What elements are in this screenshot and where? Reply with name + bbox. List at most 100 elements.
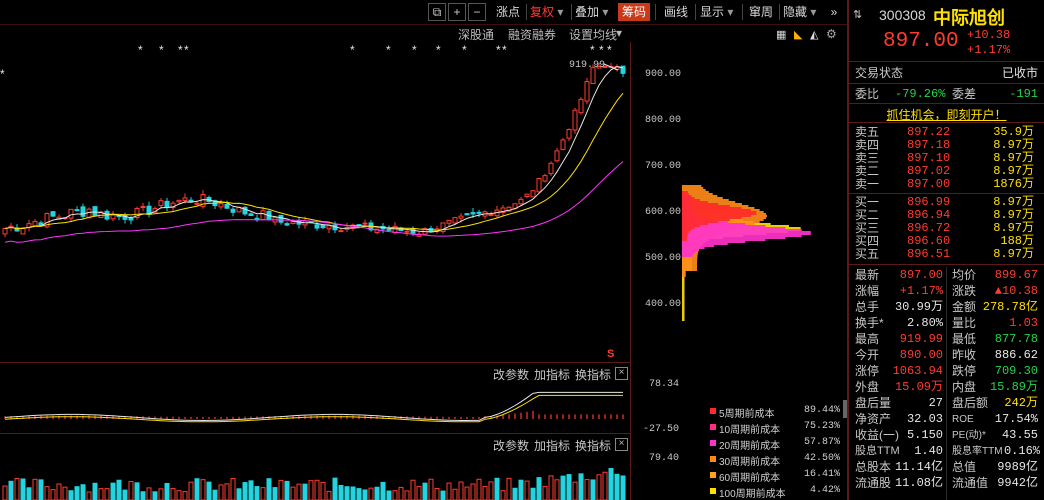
stat-label: ROE <box>952 414 974 425</box>
volume-bar <box>122 489 128 500</box>
fuquan-button[interactable]: 复权 ▾ <box>530 3 570 21</box>
candle-body <box>590 67 596 85</box>
stat-value: 43.55 <box>1001 428 1038 442</box>
chip-bar <box>682 239 766 241</box>
xianshi-button[interactable]: 显示 ▾ <box>700 3 740 21</box>
volume-bar <box>92 482 98 500</box>
ind2-switch-button[interactable]: 换指标 <box>575 439 612 453</box>
yaxis-label: 900.00 <box>645 69 681 80</box>
stat-label: 净资产 <box>855 412 892 426</box>
chuanzhou-button[interactable]: 窜周 <box>748 5 773 19</box>
open-account-banner[interactable]: 抓住机会，即刻开户！ <box>886 108 1007 122</box>
candle-body <box>248 213 254 217</box>
rongzirongquan-link[interactable]: 融资融券 <box>508 28 557 42</box>
ind1-switch-button[interactable]: 换指标 <box>575 368 612 382</box>
chip-bar <box>682 281 685 283</box>
legend-label: 30周期前成本 <box>719 457 781 468</box>
ind2-param-button[interactable]: 改参数 <box>493 439 530 453</box>
candle-body <box>518 198 524 205</box>
chip-bar <box>682 189 706 191</box>
bid-label: 买二 <box>855 208 880 222</box>
volume-bar <box>230 477 236 500</box>
ask-price: 897.02 <box>907 164 951 178</box>
chip-mode-icon[interactable]: ◭ <box>810 29 819 41</box>
volume-bar <box>578 473 584 500</box>
candle-body <box>554 150 560 162</box>
close-icon[interactable]: × <box>615 438 628 451</box>
volume-bar <box>404 490 410 500</box>
chip-calc-icon[interactable]: ▦ <box>776 29 787 41</box>
shengutong-link[interactable]: 深股通 <box>458 28 495 42</box>
volume-bar <box>566 474 572 500</box>
chip-bar <box>682 191 709 193</box>
volume-bar <box>398 486 404 500</box>
ask-label: 卖四 <box>855 138 880 152</box>
zoom-in-button[interactable]: + <box>448 3 466 21</box>
chip-cursor-icon[interactable]: ◣ <box>794 29 803 41</box>
stats-grid: 最新 897.00 均价 899.67 涨幅 +1.17% 涨跌 ▲10.38 … <box>849 267 1044 500</box>
yincang-button[interactable]: 隐藏 ▾ <box>783 3 823 21</box>
huaxian-button[interactable]: 画线 <box>663 5 688 19</box>
candle-body <box>542 175 548 182</box>
chouma-button[interactable]: 筹码 <box>618 3 650 21</box>
candle-body <box>140 206 146 209</box>
zoom-out-button[interactable]: − <box>468 3 486 21</box>
legend-swatch <box>710 456 716 462</box>
chip-bar <box>682 187 704 189</box>
back-arrow-icon[interactable]: ⇅ <box>853 9 863 21</box>
legend-label: 5周期前成本 <box>719 409 775 420</box>
chip-bar <box>682 279 685 281</box>
collapse-icon[interactable]: » <box>830 5 838 19</box>
chip-bar <box>682 197 723 199</box>
ma-settings-link[interactable]: 设置均线 <box>569 28 618 42</box>
stat-label: 股息率TTM <box>952 446 1003 457</box>
stat-value: 30.99万 <box>894 300 943 314</box>
candle-body <box>410 228 416 234</box>
stat-value: 9942亿 <box>997 476 1038 490</box>
volume-bar <box>182 491 188 500</box>
chip-tools: ▦ ◣ ◭ ⚙ <box>776 27 837 42</box>
ind1-ymin: -27.50 <box>643 424 679 435</box>
chart-area[interactable]: ⧉ + − 涨点 复权 ▾ 叠加 ▾ 筹码 画线 显示 ▾ 窜周 隐藏 ▾ » <box>0 0 847 500</box>
ind1-param-button[interactable]: 改参数 <box>493 368 530 382</box>
candlestick-chart[interactable]: * * * * * * * * * * * * * ** 919.99 S <box>0 42 630 362</box>
ind2-ymax: 79.40 <box>649 453 679 464</box>
chip-bar <box>682 269 698 271</box>
status-value: 已收市 <box>1001 66 1038 80</box>
volume-bar <box>32 478 38 500</box>
legend-swatch <box>710 424 716 430</box>
stat-value: 897.00 <box>899 268 943 282</box>
yaxis-label: 600.00 <box>645 207 681 218</box>
ma-line-white <box>4 66 624 233</box>
ind1-line-white <box>4 391 623 422</box>
chevron-down-icon: ▾ <box>602 5 609 19</box>
candle-body <box>476 211 482 214</box>
volume-bar <box>332 477 338 500</box>
candle-body <box>320 224 326 229</box>
bid-volume: 188万 <box>1000 234 1034 248</box>
xianshi-label: 显示 <box>700 5 725 19</box>
close-icon[interactable]: × <box>615 367 628 380</box>
legend-row: 10周期前成本 75.23% <box>706 420 842 436</box>
chip-bar <box>682 229 691 231</box>
candle-body <box>572 109 578 131</box>
copy-icon[interactable]: ⧉ <box>428 3 446 21</box>
volume-bar <box>146 487 152 500</box>
event-star: * <box>386 43 391 57</box>
panel-resize-handle[interactable] <box>843 400 847 418</box>
ind1-add-button[interactable]: 加指标 <box>534 368 571 382</box>
volume-bar <box>530 487 536 500</box>
candle-body <box>362 222 368 225</box>
stat-value: 242万 <box>1004 396 1038 410</box>
gear-icon[interactable]: ⚙ <box>826 27 837 41</box>
stat-value: 886.62 <box>994 348 1038 362</box>
diejia-button[interactable]: 叠加 ▾ <box>575 3 615 21</box>
volume-bar <box>428 478 434 500</box>
chip-bar <box>682 265 698 267</box>
zhangdian-button[interactable]: 涨点 <box>495 5 520 19</box>
chip-bar <box>682 293 685 295</box>
ind2-add-button[interactable]: 加指标 <box>534 439 571 453</box>
volume-bar <box>392 490 398 500</box>
chip-bar <box>682 197 695 199</box>
volume-bar <box>326 490 332 500</box>
